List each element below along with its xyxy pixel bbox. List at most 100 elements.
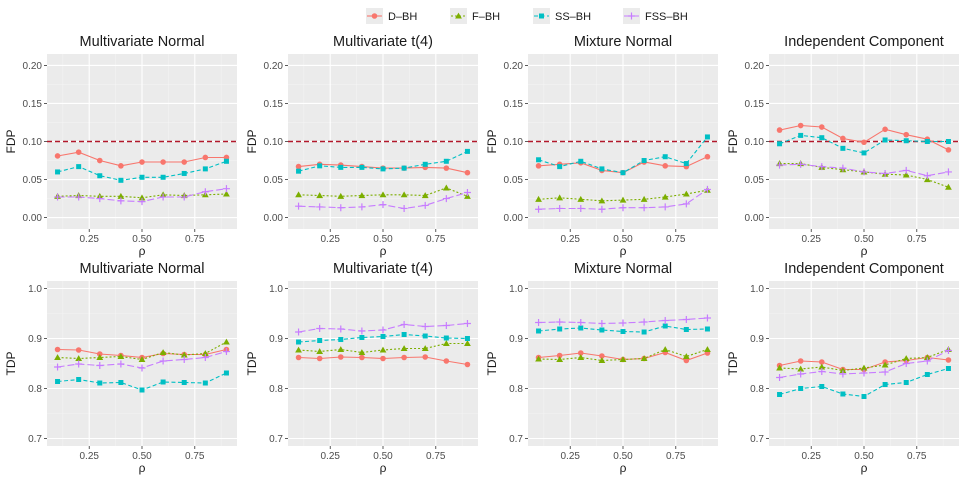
- x-axis-label: ρ: [139, 461, 146, 475]
- data-point: [464, 336, 470, 341]
- x-tick-label: 0.50: [132, 451, 152, 462]
- panel-title: Mixture Normal: [574, 34, 672, 50]
- data-point: [599, 166, 605, 172]
- y-tick-label: 0.05: [504, 175, 524, 186]
- y-axis-label: FDP: [4, 130, 18, 154]
- data-point: [839, 370, 847, 378]
- data-point: [945, 139, 951, 144]
- y-tick-label: 0.15: [23, 99, 43, 110]
- series: [296, 148, 470, 174]
- legend-item: D–BH: [366, 8, 417, 24]
- data-point: [556, 352, 563, 359]
- data-point: [117, 197, 125, 205]
- data-point: [338, 164, 344, 170]
- data-point: [924, 372, 930, 377]
- data-point: [902, 355, 910, 362]
- data-point: [882, 137, 888, 143]
- legend-key-marker: [371, 13, 378, 19]
- data-point: [861, 150, 867, 156]
- data-point: [683, 357, 690, 364]
- data-point: [201, 188, 209, 196]
- data-point: [577, 204, 585, 212]
- data-point: [535, 319, 543, 326]
- data-point: [683, 161, 689, 167]
- x-tick-label: 0.25: [560, 451, 580, 462]
- chart-panel: 0.7 0.8 0.9 1.0 0.25 0.50 0.75 Multivariate Nor…: [4, 261, 237, 475]
- data-point: [463, 188, 471, 196]
- series: [296, 332, 470, 345]
- chart-panel: 0.00 0.05 0.10 0.15 0.20 0.25 0.50 0.75 Independ…: [726, 34, 959, 258]
- data-point: [704, 326, 710, 332]
- data-point: [358, 192, 366, 199]
- data-point: [882, 382, 888, 387]
- data-point: [401, 332, 407, 337]
- data-point: [118, 163, 124, 169]
- data-point: [819, 384, 825, 389]
- data-point: [881, 361, 889, 368]
- data-point: [598, 205, 606, 213]
- x-tick-label: 0.25: [560, 234, 580, 245]
- data-point: [421, 201, 429, 209]
- y-axis-label: TDP: [485, 352, 499, 376]
- y-tick-label: 0.7: [509, 434, 523, 445]
- data-point: [598, 320, 606, 327]
- y-tick-label: 0.20: [23, 61, 43, 72]
- data-point: [201, 354, 209, 361]
- data-point: [75, 355, 83, 362]
- y-axis-label: FDP: [485, 130, 499, 154]
- legend-label: FSS–BH: [645, 11, 688, 23]
- data-point: [840, 135, 846, 142]
- x-tick-label: 0.50: [373, 451, 393, 462]
- data-point: [338, 337, 344, 342]
- data-point: [704, 346, 711, 353]
- legend-key-marker: [455, 12, 462, 19]
- data-point: [797, 365, 805, 372]
- data-point: [75, 360, 83, 368]
- data-point: [359, 335, 365, 340]
- data-point: [337, 204, 345, 212]
- data-point: [902, 166, 910, 174]
- data-point: [54, 363, 62, 371]
- y-tick-label: 0.9: [509, 334, 523, 345]
- data-point: [202, 154, 209, 161]
- data-point: [640, 318, 648, 326]
- x-axis-label: ρ: [620, 244, 627, 258]
- y-tick-label: 0.15: [504, 99, 524, 110]
- y-tick-label: 0.7: [28, 434, 42, 445]
- data-point: [556, 318, 564, 326]
- data-point: [295, 163, 302, 170]
- data-point: [598, 197, 606, 204]
- x-tick-label: 0.50: [854, 234, 874, 245]
- data-point: [316, 348, 324, 355]
- data-point: [180, 193, 188, 201]
- y-axis-label: FDP: [245, 130, 259, 154]
- data-point: [422, 333, 428, 339]
- x-axis-label: ρ: [380, 244, 387, 258]
- data-point: [535, 163, 542, 169]
- data-point: [202, 166, 208, 172]
- x-axis-label: ρ: [620, 461, 627, 475]
- data-point: [96, 351, 103, 357]
- x-tick-label: 0.50: [854, 451, 874, 462]
- y-tick-label: 0.15: [264, 99, 284, 110]
- x-tick-label: 0.50: [613, 451, 633, 462]
- x-tick-label: 0.75: [907, 234, 927, 245]
- data-point: [295, 328, 303, 336]
- data-point: [201, 350, 209, 357]
- series: [777, 366, 951, 399]
- x-tick-label: 0.75: [907, 451, 927, 462]
- x-tick-label: 0.75: [666, 451, 686, 462]
- data-point: [358, 349, 366, 356]
- data-point: [316, 203, 324, 211]
- y-tick-label: 0.8: [509, 384, 523, 395]
- data-point: [380, 166, 386, 172]
- panels: 0.00 0.05 0.10 0.15 0.20 0.25 0.50 0.75 Multivar…: [4, 34, 959, 475]
- data-point: [138, 194, 146, 201]
- data-point: [861, 394, 867, 399]
- data-point: [223, 158, 229, 164]
- data-point: [379, 201, 387, 209]
- y-tick-label: 0.9: [28, 334, 42, 345]
- data-point: [818, 359, 825, 365]
- data-point: [337, 325, 345, 333]
- data-point: [945, 183, 952, 190]
